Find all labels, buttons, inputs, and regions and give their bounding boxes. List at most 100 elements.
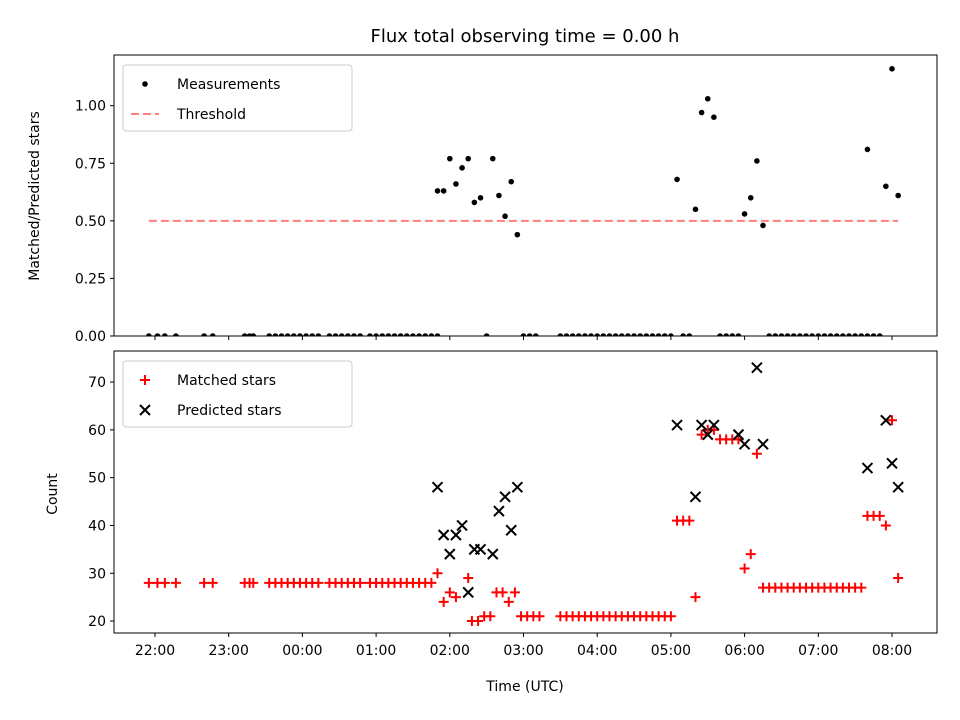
measurement-point — [379, 333, 386, 336]
matched-star-point — [696, 429, 707, 440]
measurement-point — [883, 183, 889, 190]
plot-frame — [113, 54, 938, 337]
matched-star-point — [534, 611, 545, 622]
measurement-point — [815, 333, 822, 336]
measurement-point — [201, 333, 207, 336]
measurement-point — [864, 146, 871, 153]
measurement-point — [772, 333, 779, 336]
x-tick-label: 05:00 — [651, 643, 691, 659]
measurement-point — [397, 333, 404, 336]
matched-star-point — [426, 577, 437, 588]
y-tick-label: 0.25 — [75, 271, 106, 287]
predicted-star-point — [450, 529, 462, 541]
measurement-point — [784, 333, 791, 336]
matched-star-point — [207, 577, 218, 588]
measurement-point — [747, 195, 754, 201]
matched-star-point — [684, 515, 695, 526]
measurement-point — [876, 333, 883, 336]
measurement-point — [266, 333, 273, 336]
x-tick-label: 06:00 — [724, 643, 764, 659]
matched-star-point — [665, 611, 676, 622]
measurement-point — [146, 333, 152, 336]
measurement-point — [496, 192, 502, 199]
measurement-point — [385, 333, 392, 336]
measurement-point — [489, 155, 496, 162]
measurement-point — [754, 158, 760, 164]
measurement-point — [895, 192, 901, 199]
measurement-point — [297, 333, 303, 336]
measurement-point — [453, 181, 459, 187]
measurement-point — [471, 199, 478, 206]
matched-star-point — [473, 616, 484, 627]
measurement-point — [477, 195, 484, 201]
predicted-star-point — [695, 419, 708, 431]
measurement-point — [600, 333, 607, 336]
matched-star-point — [856, 582, 867, 593]
measurement-point — [357, 333, 363, 336]
measurement-point — [588, 333, 594, 336]
measurement-point — [698, 109, 705, 116]
predicted-star-point — [880, 414, 892, 427]
measurement-point — [483, 333, 490, 336]
measurement-point — [803, 333, 809, 336]
measurement-point — [526, 333, 533, 336]
legend-swatch — [142, 81, 148, 87]
predicted-star-point — [757, 438, 769, 450]
measurement-point — [790, 333, 797, 336]
matched-star-point — [751, 448, 762, 459]
measurement-point — [711, 114, 717, 120]
measurement-point — [154, 333, 161, 336]
legend-box — [122, 64, 353, 132]
measurement-point — [250, 333, 257, 336]
y-tick-label: 0.00 — [75, 329, 106, 345]
y-tick-label: 20 — [88, 614, 106, 630]
measurement-point — [332, 333, 339, 336]
matched-star-point — [444, 587, 455, 598]
measurement-point — [612, 333, 619, 336]
plot-frame — [113, 350, 938, 634]
y-tick-label: 0.75 — [75, 156, 106, 172]
matched-star-point — [143, 577, 154, 588]
matched-star-point — [503, 596, 514, 607]
measurement-point — [680, 333, 686, 336]
measurement-point — [391, 333, 398, 336]
predicted-star-point — [437, 529, 450, 541]
predicted-star-point — [892, 481, 904, 493]
measurement-point — [846, 333, 852, 336]
measurement-point — [575, 333, 582, 336]
x-tick-label: 22:00 — [135, 643, 175, 659]
measurement-point — [303, 333, 309, 336]
measurement-point — [625, 333, 631, 336]
predicted-star-point — [751, 362, 763, 374]
measurement-point — [668, 333, 674, 336]
measurement-point — [284, 333, 291, 336]
matched-star-point — [485, 611, 496, 622]
measurement-point — [643, 333, 650, 336]
matched-star-point — [733, 434, 744, 445]
measurement-point — [833, 333, 840, 336]
matched-star-point — [708, 424, 719, 435]
y-tick-label: 60 — [88, 423, 106, 439]
measurement-point — [827, 333, 834, 336]
matched-star-point — [432, 568, 443, 579]
matched-star-point — [509, 587, 520, 598]
measurement-point — [309, 333, 316, 336]
measurement-point — [661, 333, 668, 336]
top-chart-title: Flux total observing time = 0.00 h — [371, 26, 680, 47]
matched-star-point — [497, 587, 508, 598]
measurement-point — [729, 333, 736, 336]
measurement-point — [326, 333, 333, 336]
measurement-point — [797, 333, 803, 336]
measurement-point — [594, 333, 600, 336]
measurement-point — [631, 333, 637, 336]
matched-star-point — [170, 577, 181, 588]
measurement-point — [162, 333, 168, 336]
measurement-point — [840, 333, 846, 336]
x-tick-label: 08:00 — [872, 643, 912, 659]
measurement-point — [735, 333, 742, 336]
measurement-point — [315, 333, 322, 336]
x-tick-label: 23:00 — [209, 643, 249, 659]
predicted-star-point — [505, 524, 517, 536]
measurement-point — [459, 165, 465, 171]
measurement-point — [766, 333, 772, 336]
